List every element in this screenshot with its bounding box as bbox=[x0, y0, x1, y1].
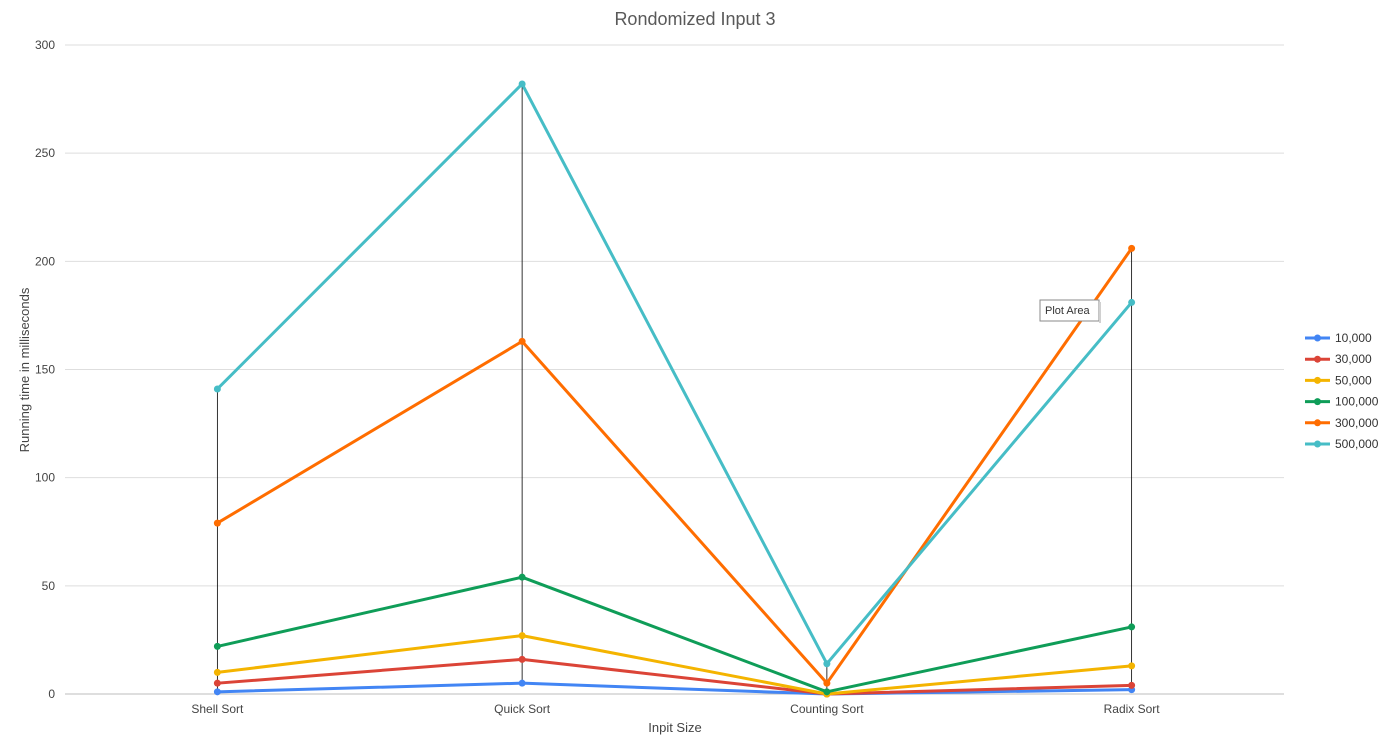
data-point bbox=[518, 655, 526, 663]
data-point bbox=[1128, 623, 1136, 631]
legend-item: 300,000 bbox=[1305, 416, 1379, 430]
legend-swatch-marker bbox=[1314, 419, 1321, 427]
data-point bbox=[518, 679, 526, 687]
legend-label: 500,000 bbox=[1335, 437, 1379, 451]
legend-label: 30,000 bbox=[1335, 352, 1372, 366]
series-line bbox=[215, 82, 1134, 666]
data-point bbox=[823, 688, 831, 696]
y-axis-ticks: 0 50 100 150 200 250 300 bbox=[35, 38, 55, 701]
legend-swatch-marker bbox=[1314, 440, 1321, 448]
y-tick-label: 150 bbox=[35, 363, 55, 377]
legend-label: 10,000 bbox=[1335, 331, 1372, 345]
tooltip-text: Plot Area bbox=[1045, 305, 1091, 317]
legend-swatch-marker bbox=[1314, 376, 1321, 384]
data-point bbox=[1128, 298, 1136, 306]
x-tick-label: Radix Sort bbox=[1104, 702, 1161, 716]
gridlines bbox=[65, 44, 1284, 695]
y-tick-label: 250 bbox=[35, 146, 55, 160]
data-point bbox=[1128, 244, 1136, 252]
data-point bbox=[823, 660, 831, 668]
data-point bbox=[518, 337, 526, 345]
x-axis-title: Inpit Size bbox=[648, 720, 701, 735]
y-tick-label: 300 bbox=[35, 38, 55, 52]
series-50000 bbox=[213, 632, 1136, 698]
legend-item: 50,000 bbox=[1305, 373, 1372, 387]
legend-label: 300,000 bbox=[1335, 416, 1379, 430]
data-point bbox=[213, 688, 221, 696]
data-point bbox=[213, 668, 221, 676]
legend-item: 100,000 bbox=[1305, 395, 1379, 409]
legend-item: 500,000 bbox=[1305, 437, 1379, 451]
legend-label: 100,000 bbox=[1335, 395, 1379, 409]
data-point bbox=[1128, 681, 1136, 689]
series-500000 bbox=[213, 80, 1136, 668]
data-point bbox=[213, 642, 221, 650]
x-tick-label: Shell Sort bbox=[191, 702, 244, 716]
legend-label: 50,000 bbox=[1335, 373, 1372, 387]
series-100000 bbox=[213, 573, 1136, 696]
legend: 10,000 30,000 50,000 100,000 300,000 500,000 bbox=[1305, 331, 1379, 451]
legend-swatch-marker bbox=[1314, 334, 1321, 342]
x-axis-ticks: Shell Sort Quick Sort Counting Sort Radix S… bbox=[191, 702, 1160, 716]
series-line bbox=[215, 246, 1134, 685]
data-point bbox=[1128, 662, 1136, 670]
series-line bbox=[215, 657, 1134, 696]
y-axis-title: Running time in milliseconds bbox=[17, 287, 32, 452]
chart-title: Rondomized Input 3 bbox=[614, 9, 775, 29]
y-tick-label: 50 bbox=[42, 579, 56, 593]
data-point bbox=[823, 679, 831, 687]
data-point bbox=[213, 519, 221, 527]
series-300000 bbox=[213, 244, 1136, 687]
x-tick-label: Counting Sort bbox=[790, 702, 864, 716]
data-point bbox=[518, 573, 526, 581]
y-tick-label: 0 bbox=[48, 687, 55, 701]
legend-item: 30,000 bbox=[1305, 352, 1372, 366]
series-line bbox=[215, 681, 1134, 696]
x-tick-label: Quick Sort bbox=[494, 702, 551, 716]
y-tick-label: 100 bbox=[35, 471, 55, 485]
legend-swatch-marker bbox=[1314, 398, 1321, 406]
series-layer bbox=[213, 80, 1136, 698]
legend-swatch-marker bbox=[1314, 355, 1321, 363]
hi-lo-lines bbox=[216, 83, 1133, 694]
data-point bbox=[518, 632, 526, 640]
series-line bbox=[215, 634, 1134, 696]
data-point bbox=[213, 679, 221, 687]
legend-item: 10,000 bbox=[1305, 331, 1372, 345]
y-tick-label: 200 bbox=[35, 254, 55, 268]
series-line bbox=[215, 575, 1134, 694]
data-point bbox=[213, 385, 221, 393]
data-point bbox=[518, 80, 526, 88]
plot-area-tooltip: Plot Area bbox=[1039, 299, 1101, 323]
